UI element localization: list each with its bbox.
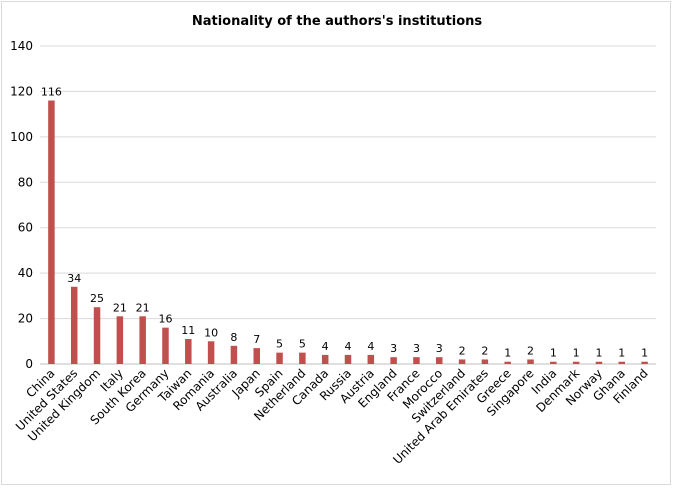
- data-label: 2: [481, 344, 488, 357]
- bar: [253, 348, 260, 364]
- data-label: 25: [90, 292, 104, 305]
- y-axis-ticks: 0 20 40 60 80 100 120 140: [10, 39, 33, 371]
- bar: [367, 354, 375, 364]
- bars: [48, 100, 648, 364]
- bar: [436, 357, 443, 364]
- bar: [504, 361, 511, 364]
- bar: [299, 352, 306, 364]
- data-label: 2: [527, 344, 534, 357]
- data-label: 8: [230, 331, 237, 344]
- data-label: 11: [181, 324, 195, 337]
- data-label: 1: [618, 347, 625, 360]
- data-label: 1: [573, 347, 580, 360]
- bar: [276, 352, 283, 364]
- data-label: 3: [413, 342, 420, 355]
- bar: [572, 361, 580, 364]
- y-tick-label: 140: [10, 39, 33, 53]
- data-label: 5: [299, 338, 306, 351]
- bar: [207, 341, 215, 364]
- y-tick-label: 60: [18, 221, 33, 235]
- data-label: 1: [595, 347, 602, 360]
- bar: [139, 316, 146, 364]
- y-tick-label: 100: [10, 130, 33, 144]
- bar: [618, 361, 626, 364]
- y-tick-label: 20: [18, 312, 33, 326]
- data-label: 2: [459, 344, 466, 357]
- bar: [48, 100, 55, 364]
- bar: [550, 361, 557, 364]
- data-label: 1: [641, 347, 648, 360]
- bar: [93, 307, 101, 364]
- data-label: 21: [113, 301, 127, 314]
- bar: [344, 354, 352, 364]
- data-label: 1: [504, 347, 511, 360]
- bar: [595, 361, 603, 364]
- data-label: 4: [345, 340, 352, 353]
- gridlines: [40, 45, 656, 365]
- y-tick-label: 0: [25, 357, 33, 371]
- data-label: 34: [67, 272, 81, 285]
- data-label: 4: [367, 340, 374, 353]
- chart-title: Nationality of the authors's institution…: [192, 14, 483, 29]
- y-tick-label: 40: [18, 266, 33, 280]
- data-label: 10: [204, 326, 218, 339]
- bar: [162, 327, 169, 364]
- data-label: 16: [158, 313, 172, 326]
- data-label: 7: [253, 333, 260, 346]
- y-tick-label: 120: [10, 84, 33, 98]
- data-label: 116: [41, 86, 62, 99]
- bar: [230, 345, 238, 364]
- bar: [390, 357, 397, 364]
- bar: [527, 359, 534, 364]
- bar: [481, 359, 489, 364]
- bar: [116, 316, 124, 364]
- data-label: 5: [276, 338, 283, 351]
- bar: [70, 286, 78, 364]
- data-label: 3: [436, 342, 443, 355]
- data-label: 1: [550, 347, 557, 360]
- data-label: 21: [136, 301, 150, 314]
- bar: [458, 359, 466, 364]
- y-tick-label: 80: [18, 175, 33, 189]
- data-label: 4: [322, 340, 329, 353]
- bar: [185, 339, 192, 364]
- data-label: 3: [390, 342, 397, 355]
- bar: [413, 357, 420, 364]
- bar: [641, 361, 648, 364]
- bar: [321, 354, 329, 364]
